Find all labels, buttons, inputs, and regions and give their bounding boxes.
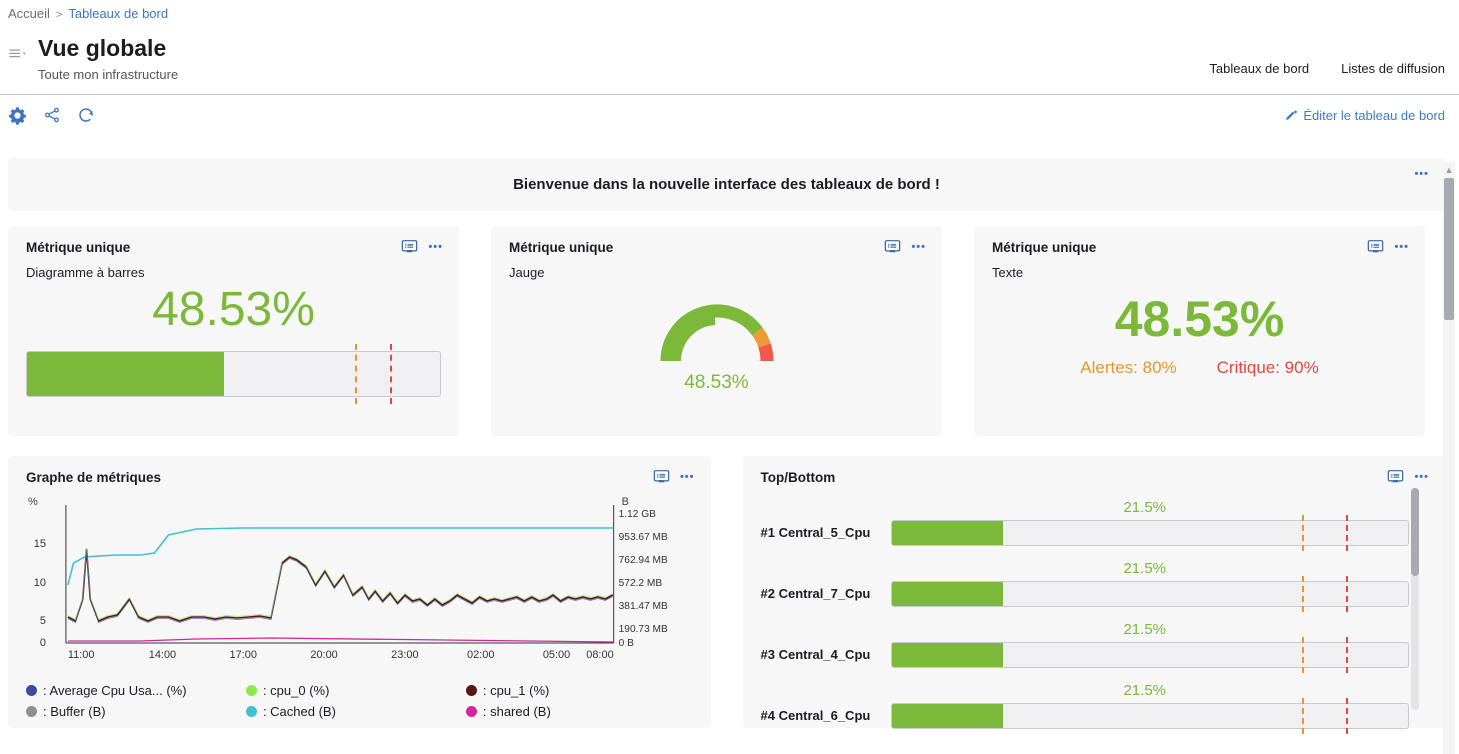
svg-text:572.2 MB: 572.2 MB [619,578,663,589]
svg-text:02:00: 02:00 [467,649,494,661]
svg-text:10: 10 [34,577,46,589]
svg-text:190.73 MB: 190.73 MB [619,624,668,635]
svg-text:1.12 GB: 1.12 GB [619,509,656,520]
svg-text:15: 15 [34,538,46,550]
svg-text:381.47 MB: 381.47 MB [619,601,668,612]
svg-text:0: 0 [40,637,46,649]
svg-text:14:00: 14:00 [149,649,176,661]
svg-text:5: 5 [40,615,46,627]
svg-text:05:00: 05:00 [543,649,570,661]
svg-text:0 B: 0 B [619,638,634,649]
svg-text:762.94 MB: 762.94 MB [619,555,668,566]
svg-text:953.67 MB: 953.67 MB [619,532,668,543]
svg-text:08:00: 08:00 [586,649,613,661]
svg-text:%: % [28,496,38,508]
svg-text:20:00: 20:00 [310,649,337,661]
svg-text:11:00: 11:00 [68,649,95,661]
svg-text:B: B [622,496,629,508]
svg-text:23:00: 23:00 [391,649,418,661]
svg-text:17:00: 17:00 [230,649,257,661]
